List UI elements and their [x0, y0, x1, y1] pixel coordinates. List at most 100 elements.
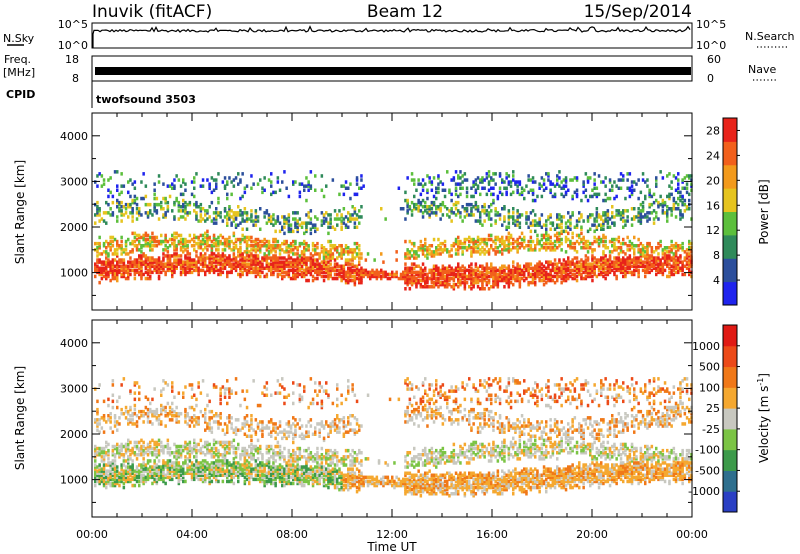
echo-cell — [206, 235, 209, 240]
echo-cell — [135, 196, 139, 201]
echo-cell — [355, 225, 359, 229]
echo-cell — [652, 250, 656, 254]
echo-cell — [465, 186, 469, 190]
echo-cell — [446, 207, 449, 211]
echo-cell — [611, 239, 614, 244]
echo-cell — [239, 268, 242, 273]
echo-cell — [173, 254, 176, 258]
echo-cell — [608, 250, 612, 254]
echo-cell — [111, 483, 115, 488]
echo-cell — [131, 422, 134, 426]
echo-cell — [206, 237, 209, 242]
echo-cell — [452, 278, 456, 283]
echo-cell — [155, 211, 159, 215]
echo-cell — [157, 264, 161, 268]
echo-cell — [197, 219, 200, 223]
echo-cell — [624, 241, 627, 246]
echo-cell — [171, 467, 174, 471]
echo-cell — [164, 198, 167, 203]
echo-cell — [461, 252, 464, 256]
echo-cell — [349, 274, 352, 279]
echo-cell — [564, 180, 568, 184]
echo-cell — [124, 465, 128, 469]
echo-cell — [461, 180, 464, 184]
echo-cell — [448, 282, 451, 287]
echo-cell — [149, 270, 152, 275]
echo-cell — [586, 264, 590, 268]
echo-cell — [140, 479, 143, 484]
echo-cell — [155, 453, 159, 457]
echo-cell — [325, 274, 328, 279]
echo-cell — [237, 223, 240, 227]
echo-cell — [525, 262, 528, 266]
echo-cell — [179, 477, 183, 482]
echo-cell — [127, 252, 130, 256]
echo-cell — [633, 272, 636, 277]
echo-cell — [483, 266, 486, 270]
echo-cell — [281, 262, 284, 266]
echo-cell — [597, 213, 601, 217]
echo-cell — [250, 270, 253, 275]
echo-cell — [98, 260, 101, 264]
echo-cell — [276, 219, 280, 223]
echo-cell — [553, 262, 557, 266]
echo-cell — [164, 213, 167, 217]
echo-cell — [116, 451, 119, 455]
echo-cell — [408, 239, 412, 244]
echo-cell — [327, 264, 330, 268]
echo-cell — [410, 266, 414, 270]
echo-cell — [630, 258, 634, 262]
echo-cell — [160, 200, 163, 205]
echo-cell — [437, 207, 440, 211]
echo-cell — [454, 188, 458, 192]
echo-cell — [648, 262, 651, 266]
echo-cell — [622, 270, 625, 275]
echo-cell — [551, 274, 555, 279]
echo-cell — [454, 266, 458, 270]
echo-cell — [287, 244, 291, 248]
echo-cell — [102, 241, 106, 246]
echo-cell — [523, 237, 526, 242]
echo-cell — [127, 274, 130, 279]
echo-cell — [177, 477, 181, 482]
echo-cell — [237, 254, 240, 258]
echo-cell — [105, 266, 108, 270]
echo-cell — [186, 258, 189, 262]
echo-cell — [481, 274, 484, 279]
echo-cell — [597, 268, 601, 273]
echo-cell — [580, 213, 583, 217]
echo-cell — [481, 282, 484, 287]
echo-cell — [160, 393, 163, 397]
echo-cell — [318, 262, 321, 266]
echo-cell — [622, 209, 625, 213]
echo-cell — [270, 192, 273, 197]
echo-cell — [142, 244, 145, 248]
echo-cell — [644, 213, 647, 217]
echo-cell — [155, 270, 159, 275]
echo-cell — [633, 268, 636, 273]
echo-cell — [281, 268, 284, 273]
echo-cell — [140, 264, 143, 268]
echo-cell — [408, 274, 412, 279]
echo-cell — [283, 221, 286, 225]
echo-cell — [648, 205, 651, 209]
echo-cell — [160, 469, 163, 473]
echo-cell — [496, 213, 500, 217]
echo-cell — [228, 205, 231, 209]
echo-cell — [309, 170, 313, 174]
echo-cell — [195, 241, 198, 246]
echo-cell — [111, 383, 115, 387]
echo-cell — [157, 270, 161, 275]
echo-cell — [410, 172, 414, 176]
echo-cell — [327, 254, 330, 258]
echo-cell — [296, 260, 299, 264]
echo-cell — [201, 233, 205, 238]
echo-cell — [221, 270, 225, 275]
echo-cell — [124, 244, 128, 248]
echo-cell — [437, 272, 440, 277]
echo-cell — [637, 260, 640, 264]
echo-cell — [109, 246, 112, 250]
echo-cell — [113, 237, 117, 242]
echo-cell — [256, 246, 260, 250]
echo-cell — [364, 258, 368, 262]
